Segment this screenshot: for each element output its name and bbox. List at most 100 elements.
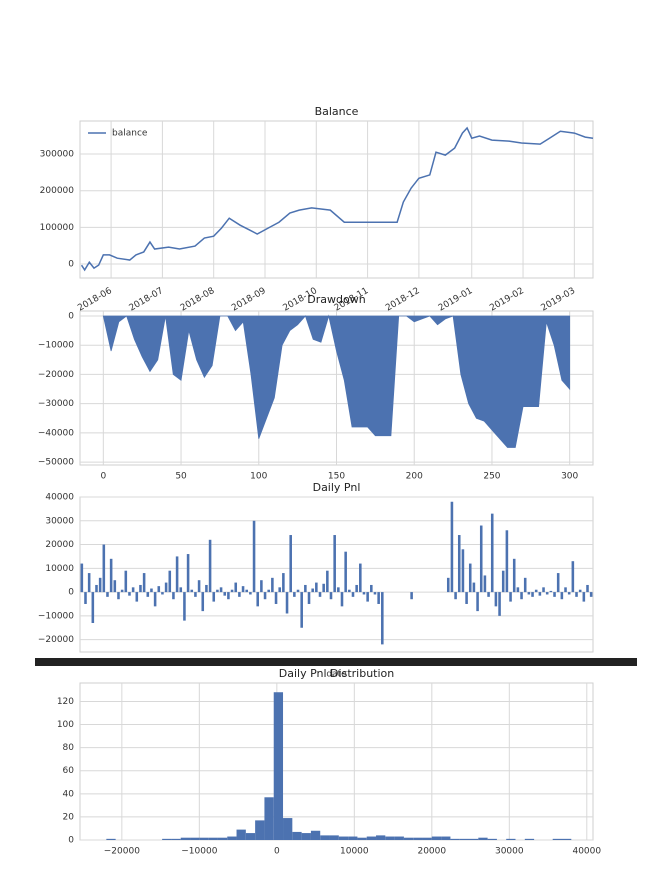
bar: [348, 589, 351, 593]
bar: [589, 592, 593, 597]
histogram-bar: [441, 836, 451, 840]
bar: [271, 577, 274, 593]
bar: [527, 592, 531, 595]
histogram-bar: [450, 838, 460, 840]
y-tick-label: −10000: [38, 611, 74, 621]
histogram-bar: [273, 692, 284, 840]
bar: [351, 592, 355, 597]
line: [80, 126, 594, 272]
bar: [560, 592, 564, 600]
x-tick-label: 150: [328, 472, 345, 482]
y-tick-label: 20000: [45, 540, 74, 550]
histogram-bar: [162, 838, 172, 840]
bar: [454, 592, 457, 600]
y-tick-label: 80: [63, 743, 75, 753]
bar: [157, 586, 161, 593]
bar: [274, 592, 278, 604]
bar: [498, 592, 501, 616]
histogram-bar: [208, 837, 218, 840]
bar: [293, 592, 296, 597]
x-tick-label: 0: [100, 472, 106, 482]
histogram-bar: [106, 838, 116, 840]
histogram-bar: [459, 838, 470, 840]
bar: [315, 582, 318, 593]
bar: [355, 584, 358, 593]
x-tick-label: 2018-09: [230, 286, 268, 314]
plot-area: [79, 496, 594, 653]
bar: [164, 582, 168, 593]
x-tick-label: 100: [250, 472, 267, 482]
histogram-bar: [413, 837, 423, 840]
y-tick-label: 0: [68, 260, 74, 270]
bar: [575, 592, 578, 597]
y-tick-label: −20000: [38, 635, 74, 645]
bar: [479, 525, 483, 593]
bar: [278, 587, 281, 593]
bar: [446, 577, 450, 593]
bar: [586, 584, 589, 593]
histogram-bar: [329, 835, 339, 840]
bar: [373, 592, 377, 595]
bar: [285, 592, 289, 614]
bar: [219, 587, 223, 593]
bar: [326, 570, 329, 593]
bar: [509, 592, 512, 602]
bar: [87, 573, 91, 593]
y-tick-label: −50000: [38, 458, 74, 468]
bar: [340, 592, 344, 607]
bar: [186, 554, 190, 593]
chart-title: Daily Pnl Distribution: [279, 667, 394, 680]
bar: [175, 556, 179, 593]
bar: [567, 592, 571, 595]
x-axis-label: date: [326, 670, 347, 680]
y-tick-label: 0: [68, 311, 74, 321]
bar: [520, 592, 523, 600]
histogram-bar: [199, 837, 209, 840]
bar: [128, 592, 131, 596]
y-tick-label: 20: [63, 812, 75, 822]
x-tick-label: 10000: [340, 847, 369, 857]
bar: [311, 588, 314, 593]
bar: [80, 563, 84, 593]
bar: [370, 584, 373, 593]
bar: [245, 589, 249, 593]
bar: [472, 582, 476, 593]
bar: [571, 561, 575, 593]
histogram-bar: [524, 838, 535, 840]
x-tick-label: 2019-02: [488, 286, 526, 313]
bar: [512, 558, 516, 593]
bar: [381, 592, 384, 645]
bar: [91, 592, 95, 623]
plot-area: [79, 120, 594, 279]
y-tick-label: −20000: [38, 370, 74, 380]
bar: [139, 584, 142, 593]
bar: [377, 592, 380, 604]
x-tick-label: 50: [175, 472, 187, 482]
bar: [534, 589, 538, 593]
bar: [216, 589, 219, 593]
y-tick-label: 300000: [40, 150, 75, 160]
bar: [241, 586, 245, 593]
histogram-bar: [264, 797, 274, 840]
bar: [84, 592, 87, 604]
y-tick-label: 100: [57, 720, 74, 730]
plot-area: [79, 682, 594, 841]
bar: [106, 592, 109, 597]
bar: [582, 592, 586, 602]
bar: [249, 592, 252, 595]
bar: [556, 573, 560, 593]
y-tick-label: 40000: [45, 493, 74, 503]
bar: [267, 589, 270, 593]
bar: [457, 535, 461, 593]
bar: [102, 544, 106, 593]
bar: [322, 583, 325, 593]
area: [102, 314, 571, 448]
x-tick-label: 2018-08: [179, 286, 217, 314]
histogram-bar: [245, 833, 256, 840]
x-tick-label: 300: [561, 472, 578, 482]
bar: [531, 592, 534, 597]
x-tick-label: 20000: [417, 847, 446, 857]
bar: [230, 589, 234, 593]
histogram-bar: [487, 838, 497, 840]
bar: [205, 584, 208, 593]
